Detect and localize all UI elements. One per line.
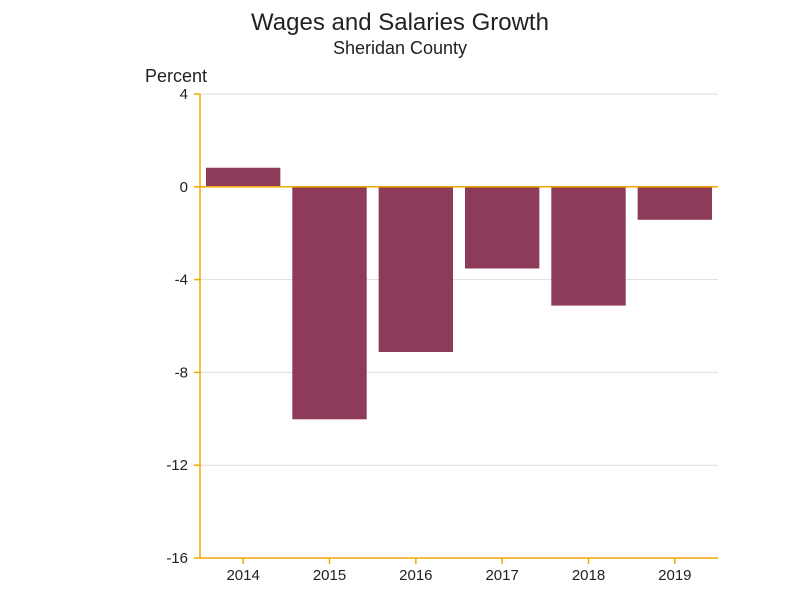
y-tick-label: -8	[175, 364, 188, 381]
y-axis-label: Percent	[145, 66, 207, 86]
chart-svg: Wages and Salaries GrowthSheridan County…	[0, 0, 800, 600]
chart-title: Wages and Salaries Growth	[251, 9, 549, 36]
y-tick-label: -12	[166, 457, 188, 474]
bar	[465, 187, 538, 268]
x-tick-label: 2017	[485, 567, 518, 584]
bar	[293, 187, 366, 419]
y-tick-label: -16	[166, 550, 188, 567]
chart-container: Wages and Salaries GrowthSheridan County…	[0, 0, 800, 600]
bar	[638, 187, 711, 219]
x-tick-label: 2014	[226, 567, 259, 584]
x-tick-label: 2019	[658, 567, 691, 584]
x-tick-label: 2018	[572, 567, 605, 584]
bar	[206, 168, 279, 187]
x-tick-label: 2015	[313, 567, 346, 584]
bar	[552, 187, 625, 305]
x-tick-label: 2016	[399, 567, 432, 584]
chart-subtitle: Sheridan County	[333, 38, 467, 58]
y-tick-label: 0	[180, 179, 188, 196]
y-tick-label: 4	[180, 86, 188, 103]
bar	[379, 187, 452, 352]
y-tick-label: -4	[175, 272, 188, 289]
